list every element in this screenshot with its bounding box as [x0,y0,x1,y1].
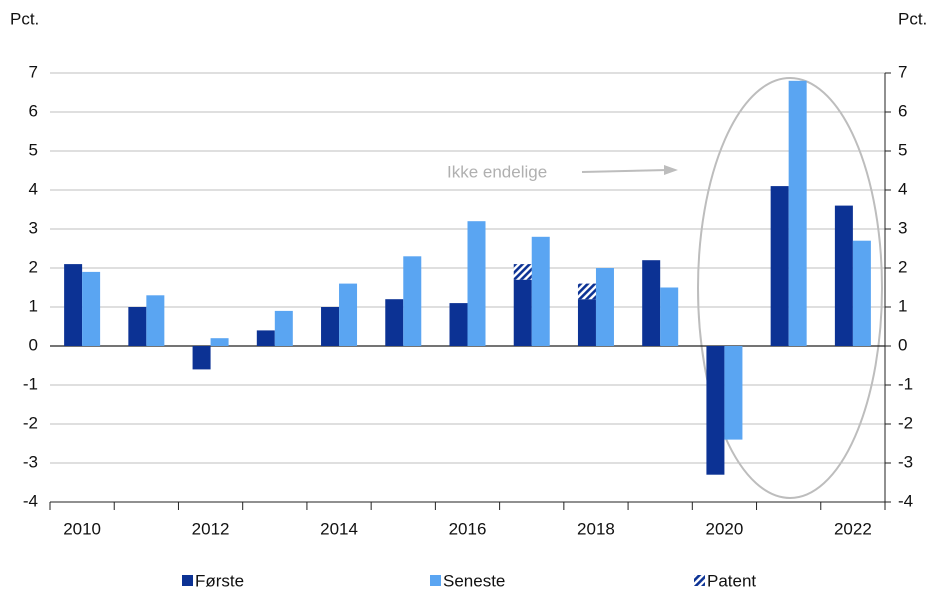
y2-tick-label: 4 [898,179,907,198]
bar [724,346,743,440]
legend-swatch [182,575,193,586]
bar [146,295,165,346]
x-tick-label: 2016 [449,519,487,538]
bar [339,283,358,346]
y-tick-label: 5 [29,140,38,159]
bar [852,240,871,346]
x-tick-label: 2014 [320,519,358,538]
bar [577,299,596,346]
y-tick-label: 1 [29,296,38,315]
bar [834,205,853,346]
bar [449,303,468,346]
bar [64,264,83,346]
arrow-head [664,165,678,175]
y-tick-label: -2 [23,413,38,432]
legend-swatch [430,575,441,586]
bar [210,338,229,346]
y2-tick-label: 7 [898,62,907,81]
y2-tick-label: 5 [898,140,907,159]
bar [192,346,211,370]
legend-label: Første [195,571,244,590]
y2-tick-label: 3 [898,218,907,237]
y-tick-label: -3 [23,452,38,471]
x-tick-label: 2020 [706,519,744,538]
x-tick-label: 2022 [834,519,872,538]
y-tick-label: 3 [29,218,38,237]
y-axis-label: Pct. [10,9,39,28]
legend-label: Seneste [443,571,505,590]
annotation: Ikke endelige [447,162,547,181]
y2-tick-label: 2 [898,257,907,276]
bar [706,346,725,475]
y-tick-label: -1 [23,374,38,393]
bar [256,330,275,346]
legend-label: Patent [707,571,756,590]
annotation-arrow [581,169,669,173]
bar [385,299,404,346]
x-tick-label: 2012 [192,519,230,538]
legend-swatch [694,575,705,586]
y-tick-label: 2 [29,257,38,276]
y2-tick-label: 1 [898,296,907,315]
y2-tick-label: 0 [898,335,907,354]
bar [531,236,550,346]
patent-bar [577,283,596,300]
y2-tick-label: -1 [898,374,913,393]
highlight-ellipse [697,77,883,499]
y-tick-label: 4 [29,179,38,198]
x-tick-label: 2018 [577,519,615,538]
bar [660,287,679,346]
bar [513,279,532,346]
y-tick-label: 6 [29,101,38,120]
bar [128,307,147,346]
bar [403,256,422,346]
y-tick-label: 0 [29,335,38,354]
y2-tick-label: -2 [898,413,913,432]
y2-tick-label: -3 [898,452,913,471]
y2-tick-label: 6 [898,101,907,120]
x-tick-label: 2010 [63,519,101,538]
bar [770,186,789,346]
bar [82,271,101,346]
y2-tick-label: -4 [898,491,913,510]
bar [788,80,807,347]
patent-bar [513,264,532,280]
y-tick-label: -4 [23,491,38,510]
y-tick-label: 7 [29,62,38,81]
bar [274,310,293,346]
bar [467,221,486,346]
y2-axis-label: Pct. [898,9,927,28]
bar [642,260,661,346]
bar [321,307,340,346]
bar [595,268,614,346]
